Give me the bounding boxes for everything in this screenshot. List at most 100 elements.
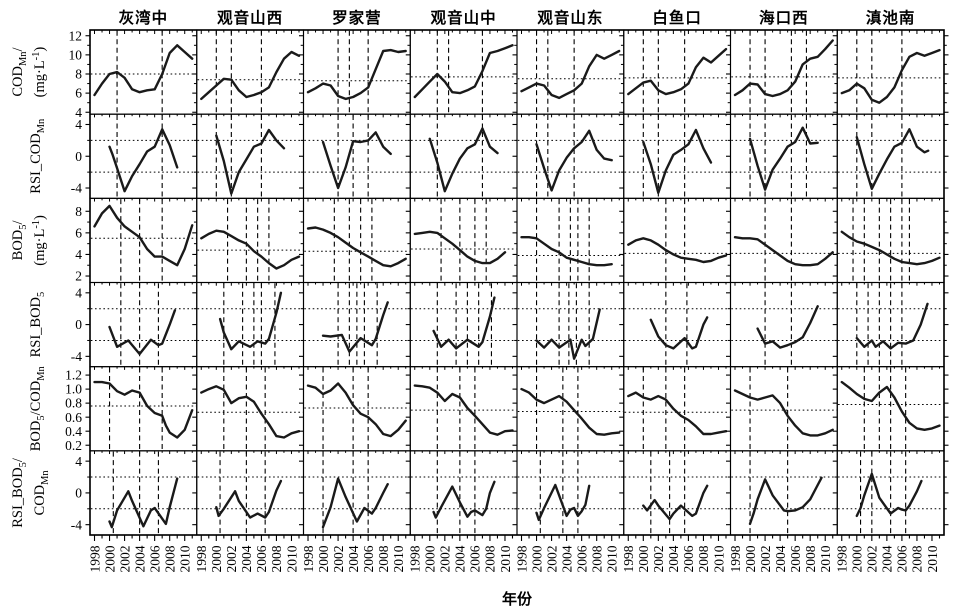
x-tick-label: 2006 <box>788 545 803 572</box>
data-line <box>733 236 834 267</box>
y-tick-label: 0 <box>75 149 82 164</box>
panel-rsi_bod-滇池南 <box>832 281 949 370</box>
data-line <box>520 49 621 100</box>
station-header-3: 罗家营 <box>332 10 382 27</box>
y-tick-label: 0.2 <box>65 438 82 453</box>
panel-cod-观音山西 <box>192 29 305 118</box>
y-tick-label: 10 <box>69 47 83 62</box>
x-tick-label: 2004 <box>666 545 681 572</box>
panel-rsi_bod-海口西 <box>726 281 838 370</box>
panel-cod-滇池南 <box>832 29 949 118</box>
x-tick-label: 2008 <box>910 545 925 572</box>
y-tick-label: 4 <box>75 105 82 120</box>
x-tick-label: 2000 <box>316 545 331 572</box>
data-line <box>627 47 728 96</box>
data-line <box>627 237 728 264</box>
data-line <box>627 391 728 436</box>
data-line <box>855 302 929 350</box>
x-tick-label: 2002 <box>117 546 132 573</box>
x-tick-label: 2004 <box>559 545 574 572</box>
data-line <box>840 380 941 431</box>
data-line <box>93 380 194 439</box>
panel-rsi_bod-观音山中 <box>405 281 518 370</box>
panel-bod-观音山西 <box>192 197 305 286</box>
x-tick-label: 2000 <box>743 545 758 572</box>
data-line <box>413 384 514 436</box>
x-tick-label: 1998 <box>835 545 850 572</box>
panel-bod_cod_ratio-罗家营 <box>299 366 411 455</box>
data-line <box>432 480 496 519</box>
y-tick-label: -4 <box>71 349 82 364</box>
data-line <box>215 128 286 195</box>
x-tick-label: 2002 <box>865 546 880 573</box>
panel-bod-滇池南 <box>832 197 949 286</box>
x-tick-label: 2010 <box>498 545 513 572</box>
data-line <box>413 230 507 265</box>
panel-rsi_cod-海口西 <box>726 113 838 202</box>
y-tick-label: 6 <box>75 225 82 240</box>
row-axis-label: (mg·L-1) <box>31 215 48 266</box>
x-tick-label: 1998 <box>87 545 102 572</box>
station-header-8: 滇池南 <box>865 10 916 27</box>
panel-bod-观音山中 <box>405 197 518 286</box>
x-tick-label: 2010 <box>818 545 833 572</box>
y-tick-label: 2 <box>75 269 82 284</box>
row-axis-label: CODMn/ <box>10 47 29 97</box>
panel-bod_cod_ratio-观音山中 <box>405 366 518 455</box>
x-tick-label: 2000 <box>102 545 117 572</box>
x-tick-label: 2008 <box>696 545 711 572</box>
x-tick-label: 2010 <box>605 545 620 572</box>
panel-rsi_bod_cod_ratio-灰湾中: 1998 2000 2002 2004 2006 2008 2010 <box>85 450 198 573</box>
data-line <box>218 291 283 351</box>
data-line <box>93 44 194 97</box>
station-header-7: 海口西 <box>759 10 809 27</box>
x-tick-label: 2002 <box>438 546 453 573</box>
y-tick-label: 0 <box>75 317 82 332</box>
x-tick-label: 2000 <box>850 545 865 572</box>
panel-rsi_cod-观音山中 <box>405 113 518 202</box>
y-tick-label: 0.8 <box>65 396 82 411</box>
panel-rsi_bod-观音山东 <box>512 281 625 370</box>
x-tick-label: 2002 <box>651 546 666 573</box>
x-tick-label: 2002 <box>544 546 559 573</box>
x-tick-label: 2006 <box>254 545 269 572</box>
metric-row-cod: 4 6 8 10 12 CODMn/(mg·L-1) <box>10 28 949 120</box>
x-tick-label: 2008 <box>269 545 284 572</box>
y-tick-label: 0 <box>75 486 82 501</box>
data-line <box>642 128 713 194</box>
panel-rsi_bod_cod_ratio-观音山东: 1998 2000 2002 2004 2006 2008 2010 <box>512 450 625 573</box>
data-line <box>840 48 941 104</box>
panel-rsi_bod-灰湾中 <box>85 281 198 370</box>
data-line <box>649 316 709 350</box>
data-line <box>93 204 194 267</box>
x-tick-label: 2000 <box>636 545 651 572</box>
data-line <box>855 128 930 190</box>
data-line <box>756 305 819 349</box>
data-line <box>321 301 389 353</box>
x-tick-label: 1998 <box>514 545 529 572</box>
panel-cod-观音山东 <box>512 29 625 118</box>
panel-rsi_bod-罗家营 <box>299 281 411 370</box>
data-line <box>200 50 301 101</box>
data-line <box>855 472 923 518</box>
panel-cod-罗家营 <box>299 29 411 118</box>
data-line <box>108 309 177 356</box>
panel-bod-灰湾中 <box>85 197 198 286</box>
x-tick-label: 2010 <box>284 545 299 572</box>
x-tick-label: 2008 <box>376 545 391 572</box>
data-line <box>535 308 601 360</box>
data-line <box>535 483 591 522</box>
data-line <box>215 479 283 519</box>
panel-cod-灰湾中 <box>85 29 198 118</box>
row-axis-label: (mg·L-1) <box>31 47 48 98</box>
data-line <box>108 128 179 193</box>
y-tick-label: 6 <box>75 86 82 101</box>
y-tick-label: 4 <box>75 285 82 300</box>
x-tick-label: 1998 <box>194 545 209 572</box>
data-line <box>413 44 514 99</box>
metric-row-bod: 2 4 6 8 BOD5/(mg·L-1) <box>10 197 949 286</box>
station-header-2: 观音山西 <box>217 10 284 27</box>
x-tick-label: 2006 <box>468 545 483 572</box>
